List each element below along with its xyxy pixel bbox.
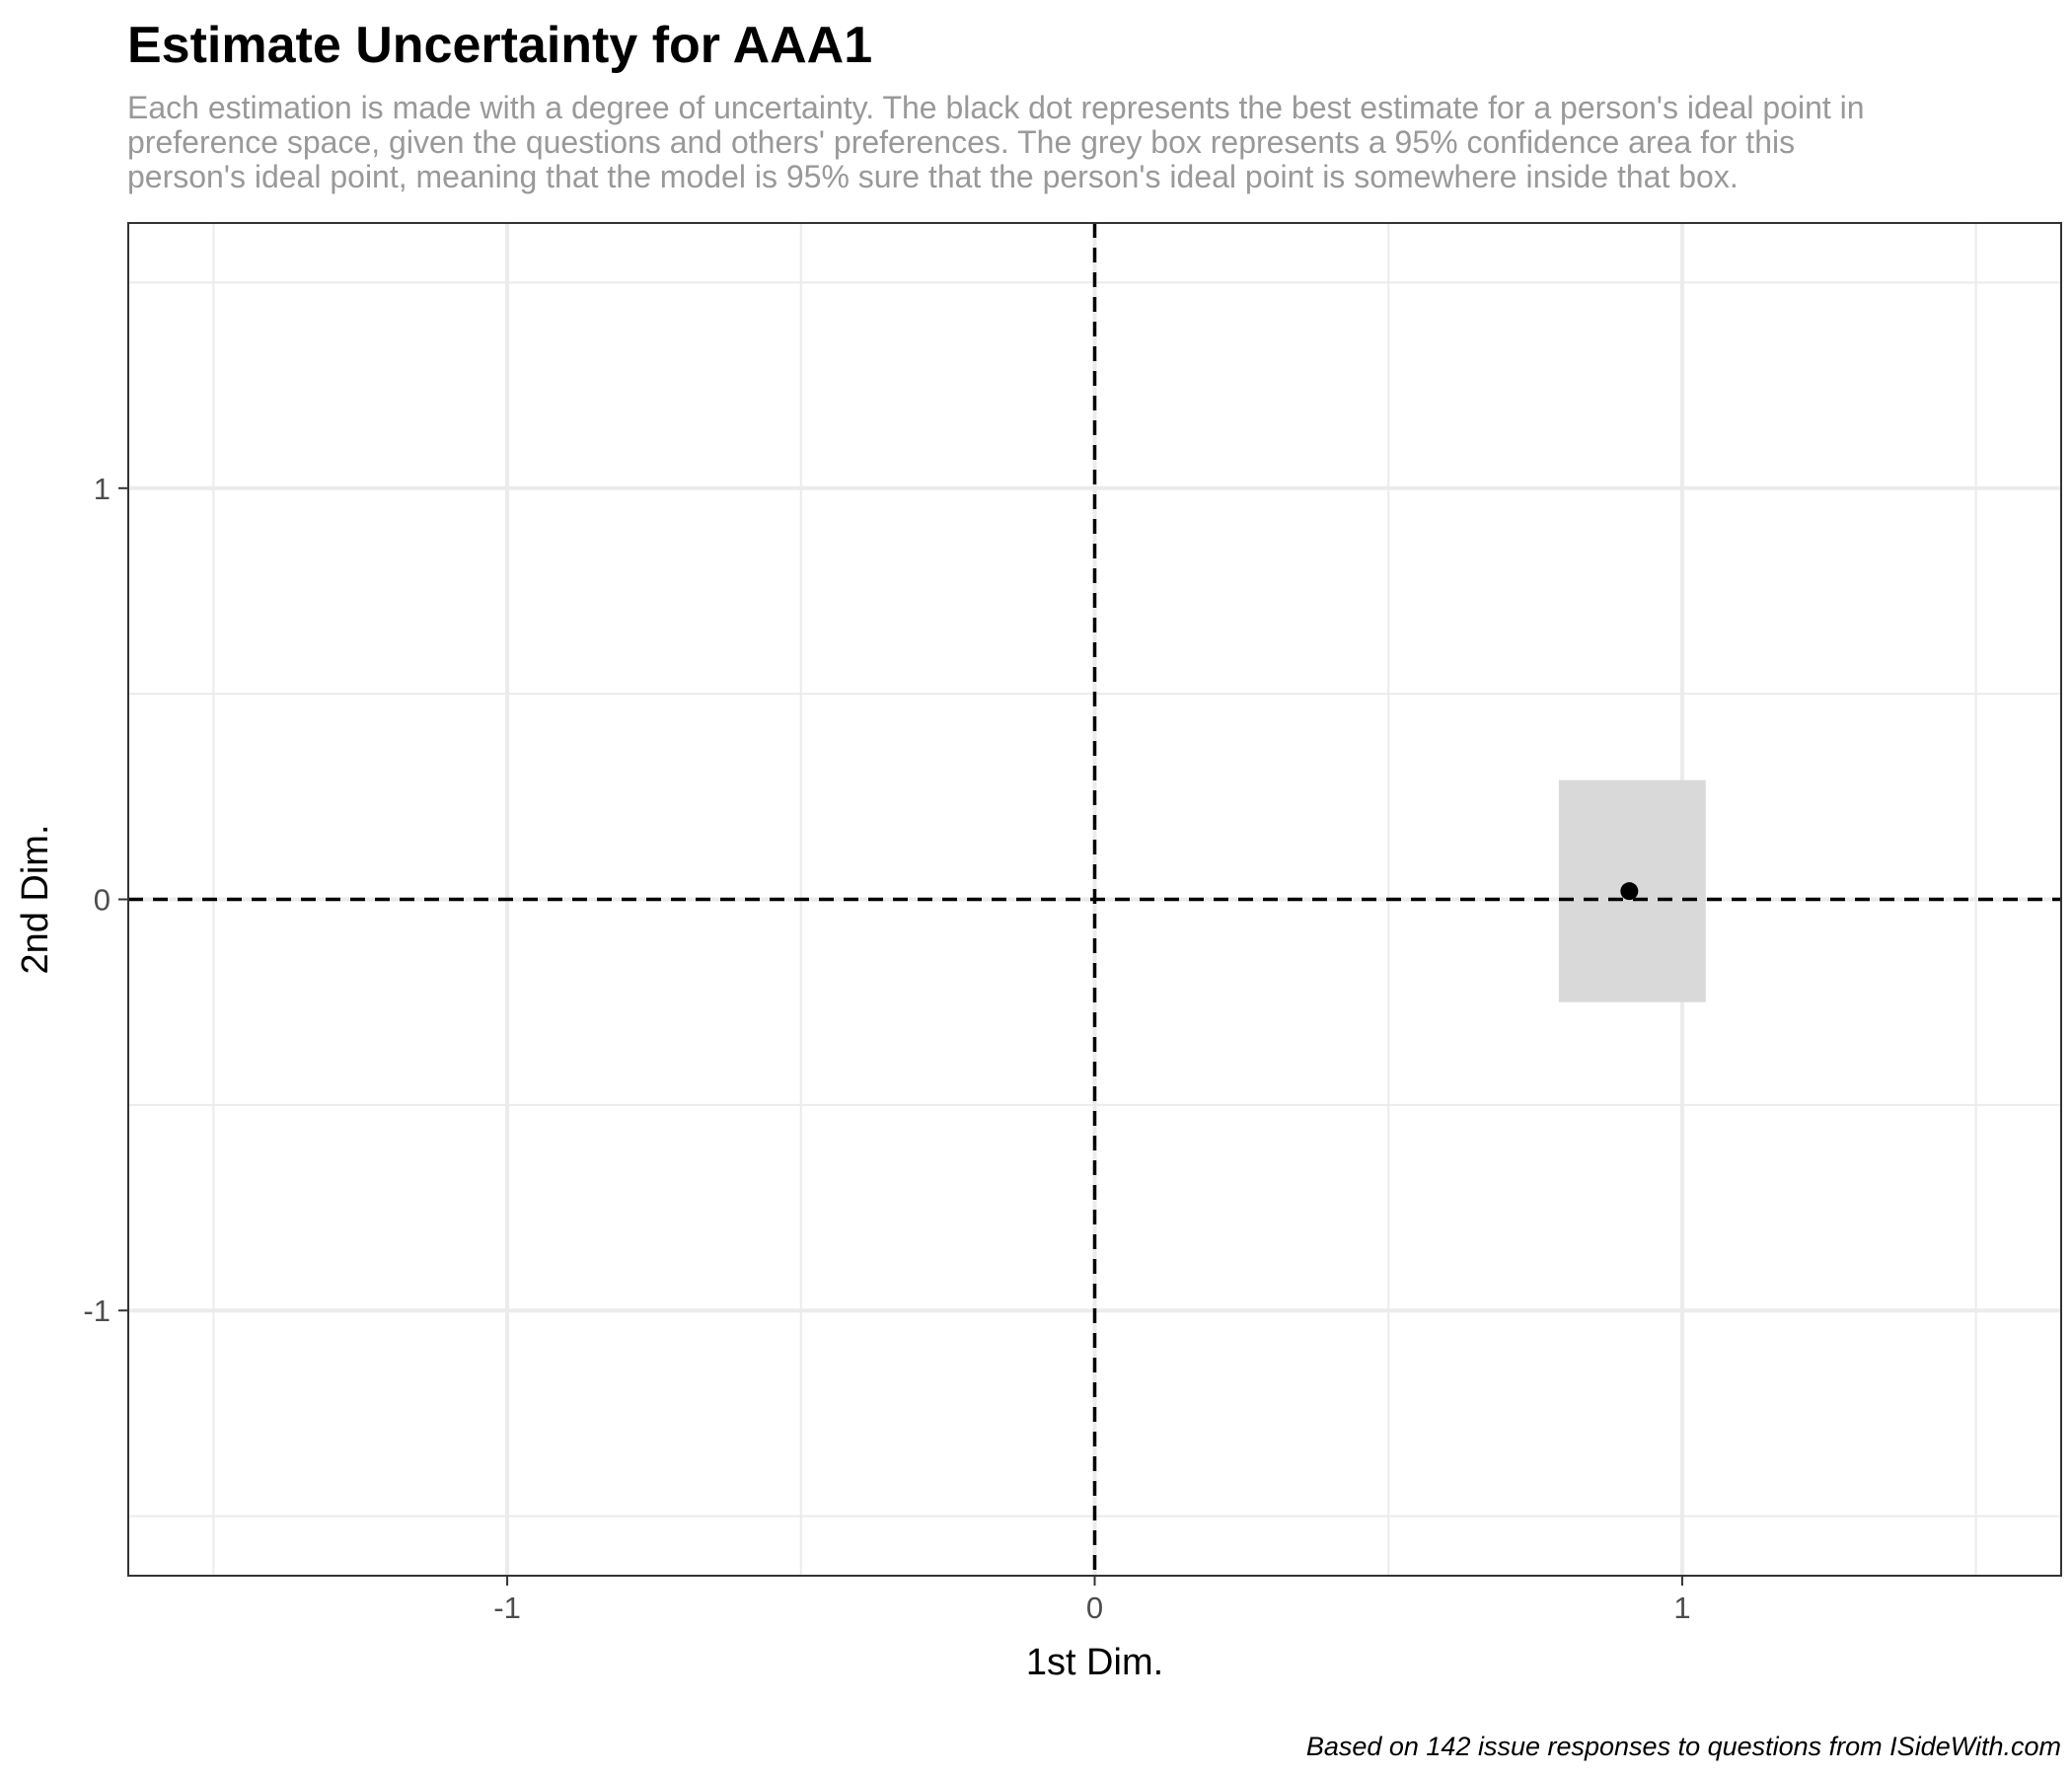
chart-caption: Based on 142 issue responses to question… [1305,1732,2061,1761]
point-layer [1620,882,1639,901]
subtitle-line: preference space, given the questions an… [127,124,1796,160]
chart-subtitle: Each estimation is made with a degree of… [127,91,2002,194]
y-tick-label: 1 [94,472,111,506]
subtitle-line: Each estimation is made with a degree of… [127,90,1865,125]
subtitle-line: person's ideal point, meaning that the m… [127,159,1739,194]
reference-lines [128,223,2061,1576]
estimate-point [1620,882,1639,901]
chart-title: Estimate Uncertainty for AAA1 [127,17,873,74]
x-tick-label: 1 [1673,1591,1690,1625]
axes: -1 0 1 1 0 -1 [83,472,1690,1625]
y-axis-title: 2nd Dim. [15,824,56,974]
y-tick-label: 0 [94,883,111,918]
y-tick-label: -1 [83,1294,111,1328]
x-tick-label: -1 [493,1591,521,1625]
x-tick-label: 0 [1086,1591,1103,1625]
x-axis-title: 1st Dim. [1026,1642,1163,1683]
